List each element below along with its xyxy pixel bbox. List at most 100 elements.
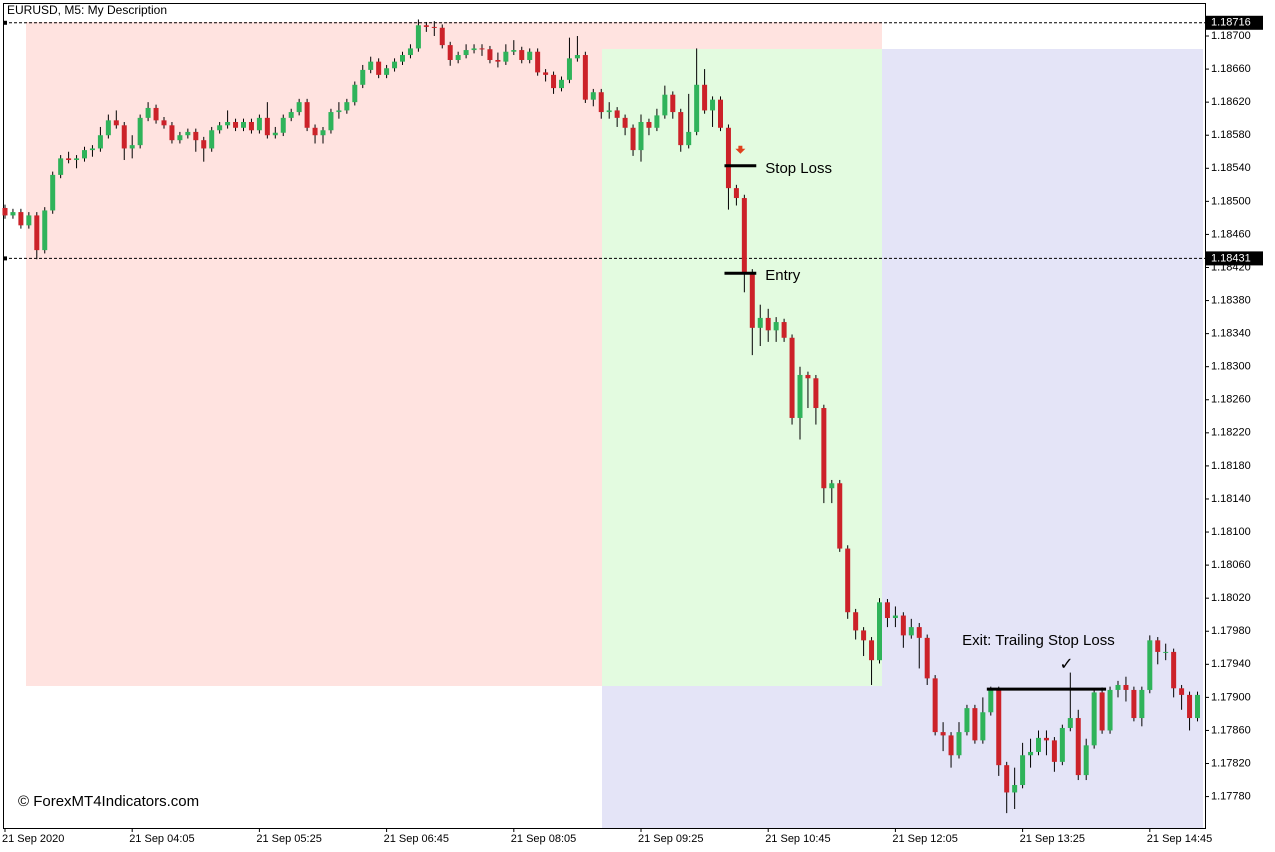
candle-body bbox=[177, 135, 183, 141]
y-tick-label: 1.18580 bbox=[1211, 129, 1251, 141]
candle-body bbox=[1115, 684, 1121, 690]
candle-body bbox=[678, 112, 684, 146]
signal-arrow bbox=[735, 145, 746, 154]
candle-body bbox=[423, 25, 429, 27]
candle-body bbox=[169, 125, 175, 141]
candle-body bbox=[686, 131, 692, 146]
x-tick-label: 21 Sep 09:25 bbox=[638, 833, 703, 845]
candle-body bbox=[1012, 785, 1018, 793]
price-label-box bbox=[1206, 251, 1263, 266]
candle-body bbox=[1028, 751, 1034, 756]
candle-body bbox=[972, 708, 978, 741]
candle-body bbox=[185, 131, 191, 136]
candle-body bbox=[1099, 692, 1105, 731]
y-tick-label: 1.18700 bbox=[1211, 30, 1251, 42]
candle-body bbox=[225, 121, 231, 126]
chart-title: EURUSD, M5: My Description bbox=[7, 3, 167, 17]
candle-body bbox=[439, 27, 445, 46]
candle-body bbox=[1067, 718, 1073, 728]
candle-body bbox=[741, 198, 747, 273]
candle-body bbox=[50, 174, 56, 211]
candle-body bbox=[368, 61, 374, 70]
candle-body bbox=[82, 150, 87, 159]
candle-body bbox=[543, 72, 549, 75]
price-label-box bbox=[1206, 15, 1263, 30]
candle-body bbox=[1051, 740, 1057, 762]
candle-body bbox=[551, 74, 557, 89]
candle-body bbox=[789, 337, 795, 418]
candle-body bbox=[877, 602, 882, 661]
candle-body bbox=[797, 374, 803, 418]
y-tick-label: 1.18380 bbox=[1211, 294, 1251, 306]
candle-body bbox=[1020, 755, 1026, 786]
y-tick-label: 1.18340 bbox=[1211, 328, 1251, 340]
candle-body bbox=[495, 59, 501, 62]
x-tick-label: 21 Sep 04:05 bbox=[129, 833, 194, 845]
candle-body bbox=[264, 117, 270, 136]
candle-body bbox=[10, 212, 16, 216]
candle-body bbox=[1059, 727, 1065, 762]
candle-body bbox=[1155, 640, 1161, 652]
candle-body bbox=[900, 615, 906, 636]
y-tick-label: 1.18300 bbox=[1211, 361, 1251, 373]
candle-body bbox=[718, 99, 723, 128]
y-tick-label: 1.18020 bbox=[1211, 592, 1251, 604]
x-tick-label: 21 Sep 14:45 bbox=[1147, 833, 1212, 845]
candle-body bbox=[2, 207, 8, 216]
candle-body bbox=[217, 125, 223, 131]
candle-body bbox=[256, 117, 262, 131]
candle-body bbox=[479, 48, 485, 50]
price-marker bbox=[3, 20, 7, 25]
y-tick-label: 1.17860 bbox=[1211, 724, 1251, 736]
candle-body bbox=[694, 84, 700, 132]
candle-body bbox=[153, 107, 159, 121]
candle-body bbox=[487, 49, 493, 60]
candle-body bbox=[988, 689, 994, 713]
candle-body bbox=[519, 50, 525, 60]
candle-body bbox=[201, 140, 207, 149]
candle-body bbox=[805, 374, 811, 379]
candle-body bbox=[105, 120, 111, 136]
x-tick-label: 21 Sep 10:45 bbox=[765, 833, 830, 845]
candle-body bbox=[463, 50, 469, 56]
candle-body bbox=[757, 317, 763, 328]
candle-body bbox=[861, 630, 867, 641]
y-tick-label: 1.17820 bbox=[1211, 757, 1251, 769]
candle-body bbox=[1043, 737, 1049, 741]
candle-body bbox=[829, 483, 835, 489]
candle-body bbox=[932, 678, 938, 733]
y-tick-label: 1.17780 bbox=[1211, 790, 1251, 802]
candle-body bbox=[455, 55, 461, 60]
candle-body bbox=[948, 735, 954, 756]
candle-body bbox=[328, 112, 334, 131]
y-tick-label: 1.18500 bbox=[1211, 195, 1251, 207]
candle-body bbox=[320, 130, 326, 136]
candle-body bbox=[471, 48, 477, 51]
candle-body bbox=[662, 94, 668, 116]
candle-body bbox=[288, 112, 294, 118]
candle-body bbox=[646, 121, 652, 128]
candle-body bbox=[1123, 684, 1129, 690]
x-tick-label: 21 Sep 05:25 bbox=[256, 833, 321, 845]
candle-body bbox=[407, 48, 413, 56]
candle-body bbox=[781, 322, 787, 338]
x-tick-label: 21 Sep 2020 bbox=[2, 833, 64, 845]
candle-body bbox=[964, 708, 970, 733]
y-tick-label: 1.17900 bbox=[1211, 691, 1251, 703]
candle-body bbox=[622, 117, 628, 128]
zone-trade bbox=[602, 49, 882, 686]
candle-body bbox=[765, 317, 771, 331]
candle-body bbox=[1131, 689, 1137, 719]
candle-body bbox=[1083, 745, 1089, 776]
candle-body bbox=[280, 117, 286, 133]
candle-body bbox=[837, 483, 843, 549]
candle-body bbox=[574, 55, 580, 59]
candle-body bbox=[233, 121, 239, 128]
candle-body bbox=[956, 732, 962, 756]
candle-body bbox=[137, 117, 143, 146]
y-tick-label: 1.18220 bbox=[1211, 427, 1251, 439]
candle-body bbox=[145, 107, 151, 118]
candle-body bbox=[129, 145, 135, 149]
watermark: © ForexMT4Indicators.com bbox=[18, 793, 199, 810]
candle-body bbox=[503, 51, 509, 62]
